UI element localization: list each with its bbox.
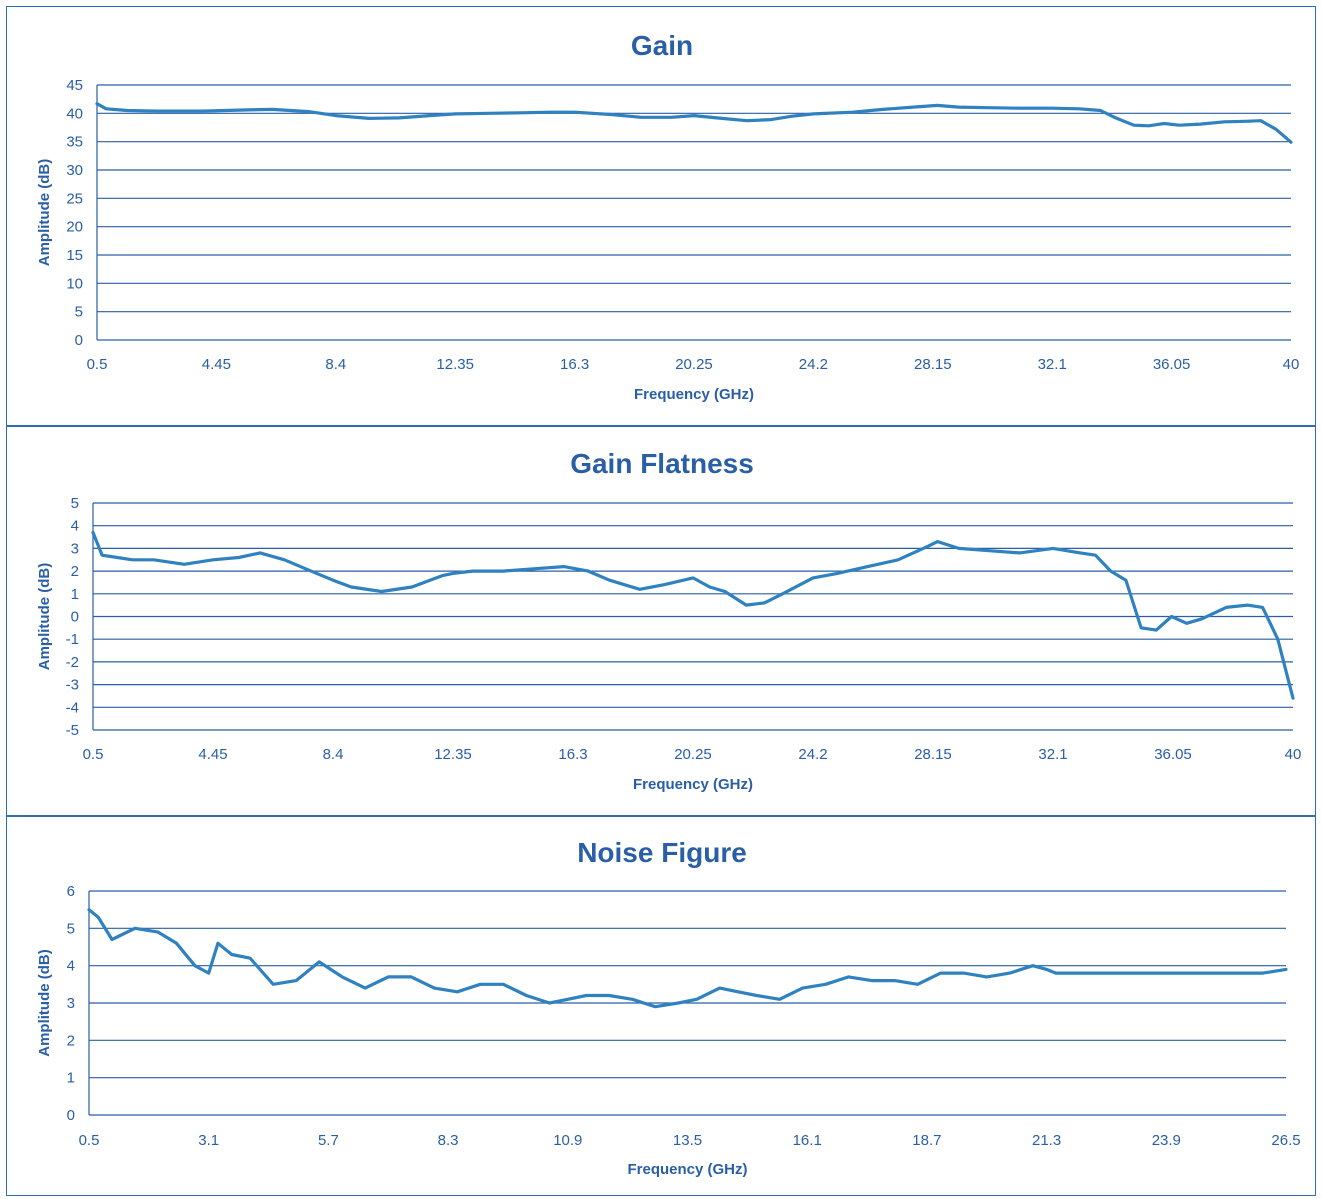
x-tick-label: 0.5 xyxy=(87,356,108,373)
y-tick-label: -5 xyxy=(66,722,79,739)
x-tick-label: 13.5 xyxy=(673,1132,702,1149)
x-tick-label: 10.9 xyxy=(553,1132,582,1149)
y-tick-label: 0 xyxy=(67,1107,75,1124)
y-tick-label: 3 xyxy=(71,540,79,557)
y-tick-label: 3 xyxy=(67,995,75,1012)
x-tick-label: 4.45 xyxy=(202,356,231,373)
x-axis-title: Frequency (GHz) xyxy=(633,776,753,793)
y-tick-label: 25 xyxy=(66,190,83,207)
y-tick-label: -4 xyxy=(66,699,79,716)
noise-figure-chart-title: Noise Figure xyxy=(577,837,747,868)
y-tick-label: 10 xyxy=(66,275,83,292)
y-tick-label: 6 xyxy=(67,883,75,900)
x-tick-label: 0.5 xyxy=(79,1132,100,1149)
y-tick-label: 40 xyxy=(66,105,83,122)
gain-chart-svg: Gain 0 5 10 15 20 25 30 35 40 45 0.5 4.45 8.4 12.35 16.… xyxy=(36,30,1300,403)
y-tick-label: 1 xyxy=(71,586,79,603)
y-axis-title: Amplitude (dB) xyxy=(36,159,53,266)
x-tick-label: 20.25 xyxy=(674,746,712,763)
x-tick-label: 12.35 xyxy=(436,356,474,373)
y-tick-label: 2 xyxy=(71,563,79,580)
x-axis-title: Frequency (GHz) xyxy=(627,1161,747,1178)
gain-series-line xyxy=(95,102,1293,144)
gain-flatness-chart-svg: Gain Flatness -5 -4 -3 -2 -1 0 1 2 3 4 5 0.5 4.45 8.4 1… xyxy=(36,448,1302,793)
x-tick-label: 40 xyxy=(1285,746,1302,763)
gain-chart-title: Gain xyxy=(631,30,693,61)
y-axis-title: Amplitude (dB) xyxy=(36,563,53,670)
x-axis-title: Frequency (GHz) xyxy=(634,386,754,403)
x-tick-label: 8.3 xyxy=(438,1132,459,1149)
y-tick-label: 30 xyxy=(66,162,83,179)
x-tick-label: 28.15 xyxy=(914,356,952,373)
gain-flatness-chart-title: Gain Flatness xyxy=(570,448,754,479)
gain-chart-panel: Gain 0 5 10 15 20 25 30 35 40 45 0.5 4.45 8.4 12.35 16.… xyxy=(6,6,1316,426)
y-tick-label: 5 xyxy=(71,495,79,512)
noise-figure-series-line xyxy=(87,908,1288,1009)
y-tick-label: 2 xyxy=(67,1032,75,1049)
x-tick-label: 36.05 xyxy=(1154,746,1192,763)
x-tick-label: 4.45 xyxy=(198,746,227,763)
x-tick-label: 40 xyxy=(1283,356,1300,373)
y-tick-label: 1 xyxy=(67,1070,75,1087)
y-tick-label: 0 xyxy=(71,609,79,626)
y-tick-label: -3 xyxy=(66,677,79,694)
x-tick-label: 8.4 xyxy=(325,356,346,373)
y-tick-label: 15 xyxy=(66,247,83,264)
x-tick-label: 26.5 xyxy=(1271,1132,1300,1149)
x-tick-label: 24.2 xyxy=(798,746,827,763)
x-tick-label: 0.5 xyxy=(83,746,104,763)
x-tick-label: 21.3 xyxy=(1032,1132,1061,1149)
y-tick-label: 0 xyxy=(75,332,83,349)
y-tick-label: 5 xyxy=(75,304,83,321)
x-tick-label: 18.7 xyxy=(912,1132,941,1149)
x-tick-label: 16.1 xyxy=(793,1132,822,1149)
y-tick-label: 4 xyxy=(71,518,79,535)
gain-flatness-chart-panel: Gain Flatness -5 -4 -3 -2 -1 0 1 2 3 4 5 0.5 4.45 8.4 1… xyxy=(6,426,1316,816)
x-tick-label: 28.15 xyxy=(914,746,952,763)
y-tick-label: 35 xyxy=(66,134,83,151)
x-tick-label: 3.1 xyxy=(198,1132,219,1149)
y-tick-label: -1 xyxy=(66,631,79,648)
gain-flatness-series-line xyxy=(91,530,1295,700)
x-tick-label: 16.3 xyxy=(560,356,589,373)
y-axis-title: Amplitude (dB) xyxy=(36,949,53,1056)
x-tick-label: 36.05 xyxy=(1153,356,1191,373)
x-tick-label: 8.4 xyxy=(323,746,344,763)
y-tick-label: 4 xyxy=(67,958,75,975)
noise-figure-chart-panel: Noise Figure 0 1 2 3 4 5 6 0.5 3.1 5.7 8.3 10.9 13.5 1… xyxy=(6,816,1316,1196)
y-tick-label: 5 xyxy=(67,920,75,937)
y-tick-label: 45 xyxy=(66,77,83,94)
y-tick-label: -2 xyxy=(66,654,79,671)
x-tick-label: 32.1 xyxy=(1038,356,1067,373)
x-tick-label: 23.9 xyxy=(1152,1132,1181,1149)
x-tick-label: 24.2 xyxy=(799,356,828,373)
x-tick-label: 16.3 xyxy=(558,746,587,763)
y-tick-label: 20 xyxy=(66,219,83,236)
x-tick-label: 5.7 xyxy=(318,1132,339,1149)
noise-figure-chart-svg: Noise Figure 0 1 2 3 4 5 6 0.5 3.1 5.7 8.3 10.9 13.5 1… xyxy=(36,837,1301,1178)
x-tick-label: 32.1 xyxy=(1038,746,1067,763)
x-tick-label: 20.25 xyxy=(675,356,713,373)
x-tick-label: 12.35 xyxy=(434,746,472,763)
